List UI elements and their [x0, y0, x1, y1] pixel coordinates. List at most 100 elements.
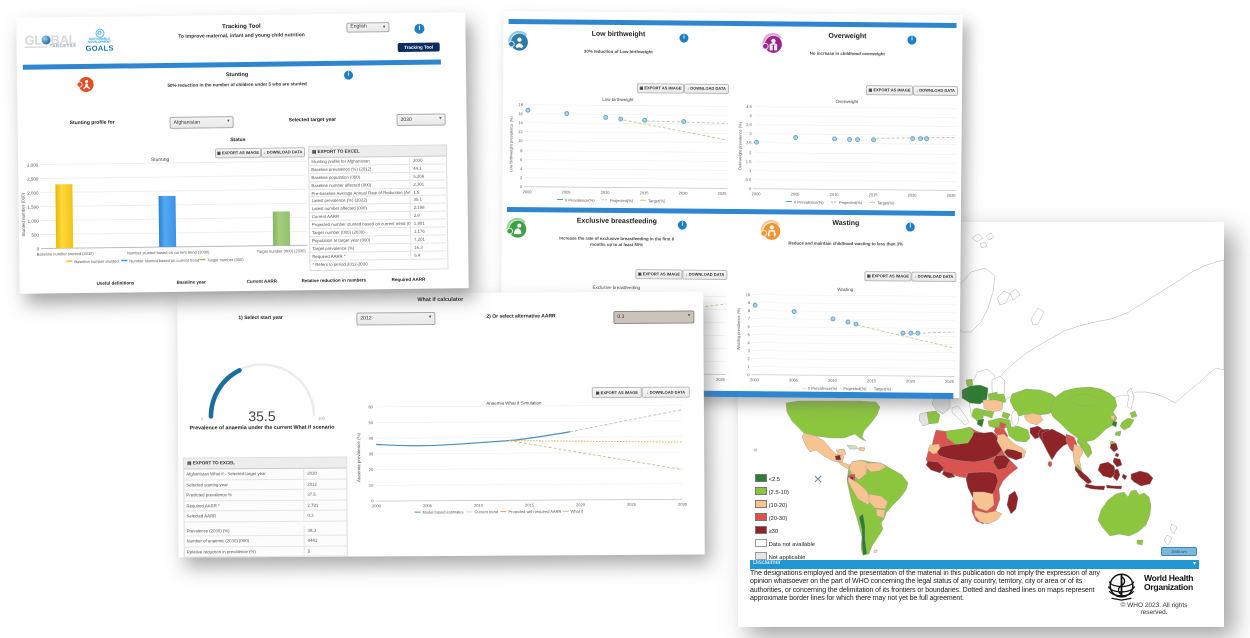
- svg-text:2005: 2005: [789, 378, 799, 383]
- svg-text:Low birthweight prevalence (%): Low birthweight prevalence (%): [508, 115, 513, 172]
- svg-text:3.5: 3.5: [746, 122, 752, 127]
- svg-text:2,500: 2,500: [27, 177, 39, 182]
- svg-text:40: 40: [369, 436, 374, 441]
- svg-text:2025: 2025: [718, 191, 728, 196]
- svg-text:0: 0: [371, 498, 374, 503]
- svg-text:Number stunted based on curren: Number stunted based on current trend (2…: [127, 249, 210, 255]
- svg-text:0: 0: [747, 372, 750, 377]
- svg-text:2020: 2020: [908, 193, 918, 198]
- svg-text:2015: 2015: [869, 192, 879, 197]
- svg-text:2000: 2000: [752, 191, 762, 196]
- svg-text:Projected(%): Projected(%): [839, 200, 863, 205]
- svg-text:2: 2: [749, 150, 752, 155]
- svg-text:3: 3: [747, 348, 750, 353]
- svg-text:2005: 2005: [423, 503, 433, 508]
- svg-text:7: 7: [748, 316, 751, 321]
- svg-text:Baseline number stunted: Baseline number stunted: [74, 259, 118, 265]
- svg-text:Model based estimates: Model based estimates: [422, 509, 463, 514]
- svg-text:2000: 2000: [750, 377, 760, 382]
- svg-text:Target number (000) (2030): Target number (000) (2030): [257, 248, 307, 254]
- svg-text:2015: 2015: [640, 190, 650, 195]
- svg-text:4: 4: [748, 340, 751, 345]
- svg-text:1.5: 1.5: [746, 159, 752, 164]
- svg-text:2015: 2015: [525, 502, 535, 507]
- svg-text:500: 500: [31, 233, 39, 238]
- svg-text:2.5: 2.5: [746, 140, 752, 145]
- svg-text:Overweight: Overweight: [835, 99, 859, 104]
- svg-text:Stunted number (000): Stunted number (000): [20, 192, 26, 236]
- svg-text:6: 6: [520, 157, 523, 162]
- svg-text:Current trend: Current trend: [474, 509, 498, 514]
- svg-text:2025: 2025: [716, 377, 726, 382]
- svg-text:Stunting: Stunting: [151, 157, 170, 163]
- svg-text:8: 8: [748, 308, 751, 313]
- svg-text:2010: 2010: [830, 192, 840, 197]
- svg-text:8: 8: [520, 148, 523, 153]
- svg-text:10: 10: [746, 292, 751, 297]
- svg-text:Anaemia prevalence (%): Anaemia prevalence (%): [356, 432, 361, 482]
- svg-text:0 Prevalence(%): 0 Prevalence(%): [565, 198, 595, 203]
- svg-text:0: 0: [520, 184, 523, 189]
- svg-text:0: 0: [749, 186, 752, 191]
- svg-text:Wasting prevalence (%): Wasting prevalence (%): [736, 307, 741, 350]
- svg-text:2000: 2000: [523, 189, 533, 194]
- svg-text:Target number (000): Target number (000): [207, 257, 244, 262]
- svg-text:Target(%): Target(%): [877, 200, 895, 205]
- svg-text:3: 3: [749, 131, 752, 136]
- svg-text:2005: 2005: [791, 192, 801, 197]
- svg-text:9: 9: [748, 300, 751, 305]
- svg-text:1: 1: [749, 168, 752, 173]
- svg-text:0.5: 0.5: [746, 177, 752, 182]
- svg-text:Overweight prevalence (%): Overweight prevalence (%): [737, 121, 742, 170]
- svg-text:10: 10: [369, 483, 374, 488]
- svg-text:30: 30: [369, 451, 374, 456]
- svg-text:12: 12: [518, 129, 523, 134]
- svg-text:100: 100: [318, 416, 326, 421]
- svg-text:2010: 2010: [828, 378, 838, 383]
- svg-text:2,000: 2,000: [27, 191, 39, 196]
- svg-text:2020: 2020: [679, 191, 689, 196]
- svg-text:Projected with required AARR: Projected with required AARR: [508, 509, 561, 514]
- svg-text:Target(%): Target(%): [648, 198, 666, 203]
- svg-text:3,000: 3,000: [27, 163, 39, 168]
- svg-text:2000: 2000: [372, 503, 382, 508]
- svg-text:14: 14: [518, 120, 523, 125]
- svg-text:6: 6: [748, 324, 751, 329]
- svg-text:2010: 2010: [601, 190, 611, 195]
- svg-text:2025: 2025: [627, 502, 637, 507]
- svg-text:Exclusive breastfeeding: Exclusive breastfeeding: [592, 285, 640, 290]
- svg-text:2010: 2010: [474, 503, 484, 508]
- svg-text:4: 4: [750, 113, 753, 118]
- svg-text:60: 60: [368, 404, 373, 409]
- svg-text:2: 2: [747, 356, 750, 361]
- svg-text:2: 2: [520, 175, 523, 180]
- svg-text:2025: 2025: [945, 379, 955, 384]
- svg-text:50: 50: [369, 420, 374, 425]
- svg-text:1,500: 1,500: [27, 205, 39, 210]
- svg-text:2020: 2020: [576, 502, 586, 507]
- svg-text:2030: 2030: [678, 502, 688, 507]
- svg-text:1,000: 1,000: [28, 219, 40, 224]
- svg-text:0: 0: [37, 247, 40, 252]
- svg-text:2020: 2020: [906, 379, 916, 384]
- svg-text:Anaemia What if Simulation: Anaemia What if Simulation: [486, 400, 542, 405]
- svg-text:20: 20: [369, 467, 374, 472]
- svg-text:4: 4: [520, 166, 523, 171]
- svg-text:What if: What if: [570, 509, 583, 514]
- svg-text:Low birthweight: Low birthweight: [602, 97, 634, 102]
- svg-text:10: 10: [518, 138, 523, 143]
- svg-text:0: 0: [201, 416, 204, 421]
- svg-text:16: 16: [518, 111, 523, 116]
- svg-text:1: 1: [747, 364, 750, 369]
- svg-text:Baseline number stunted (2012): Baseline number stunted (2012): [37, 251, 95, 257]
- svg-text:2005: 2005: [562, 190, 572, 195]
- svg-text:Projected(%): Projected(%): [610, 198, 634, 203]
- svg-text:0 Prevalence(%): 0 Prevalence(%): [794, 200, 824, 205]
- svg-text:18: 18: [518, 102, 523, 107]
- svg-text:4.5: 4.5: [746, 104, 752, 109]
- svg-text:Number stunted based on curren: Number stunted based on current trend: [129, 258, 199, 264]
- svg-text:Wasting: Wasting: [837, 287, 854, 292]
- svg-text:2025: 2025: [947, 193, 957, 198]
- svg-text:2015: 2015: [867, 378, 877, 383]
- svg-text:5: 5: [748, 332, 751, 337]
